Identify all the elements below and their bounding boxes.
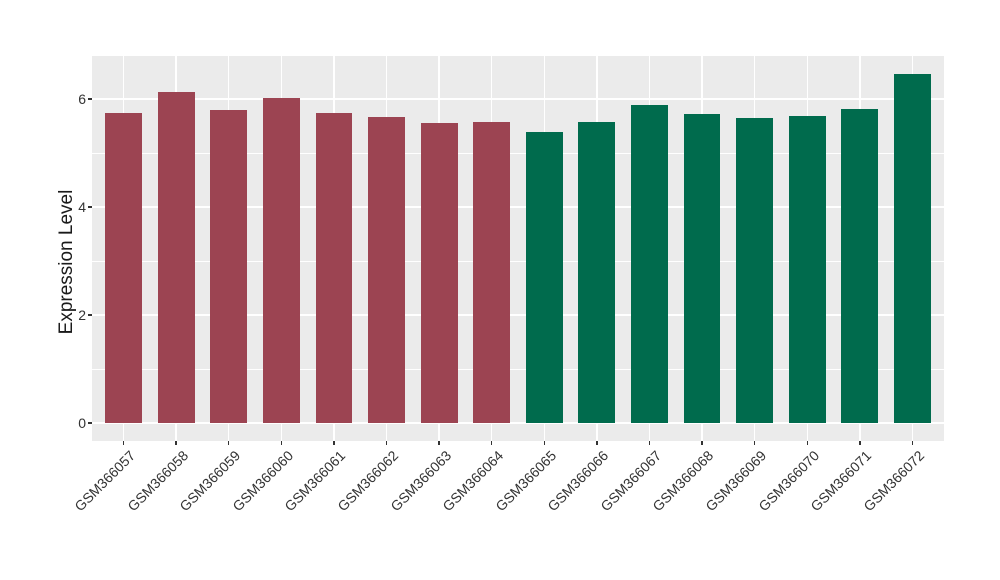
major-gridline xyxy=(92,422,944,424)
bar-GSM366059 xyxy=(210,109,248,423)
bar-GSM366064 xyxy=(473,122,511,423)
x-axis-tick xyxy=(596,441,598,445)
bar-GSM366070 xyxy=(788,115,826,423)
bar-GSM366065 xyxy=(525,131,563,423)
x-axis-tick xyxy=(175,441,177,445)
y-axis-tick xyxy=(88,422,92,424)
y-axis-tick xyxy=(88,98,92,100)
minor-gridline xyxy=(92,152,944,154)
x-axis-tick xyxy=(911,441,914,445)
plot-panel xyxy=(92,56,944,441)
x-axis-tick xyxy=(648,441,651,445)
bar-GSM366069 xyxy=(736,118,774,423)
bar-GSM366072 xyxy=(894,73,931,423)
bar-GSM366057 xyxy=(105,113,142,423)
x-axis-tick xyxy=(385,441,388,445)
x-axis-tick xyxy=(122,441,125,445)
minor-gridline xyxy=(92,260,944,262)
x-axis-tick xyxy=(753,441,756,445)
x-axis-tick xyxy=(806,441,808,445)
bar-GSM366068 xyxy=(683,114,721,423)
major-gridline xyxy=(92,98,944,100)
bar-GSM366063 xyxy=(420,122,458,423)
y-axis-tick-label: 0 xyxy=(78,415,86,431)
bar-GSM366060 xyxy=(262,97,300,423)
x-axis-tick xyxy=(859,441,861,445)
x-axis-tick xyxy=(543,441,546,445)
bar-GSM366067 xyxy=(631,104,668,423)
y-axis-tick xyxy=(88,206,92,208)
x-axis-tick xyxy=(280,441,283,445)
x-axis-tick xyxy=(701,441,703,445)
y-axis-tick xyxy=(88,314,92,316)
y-axis-tick-label: 2 xyxy=(78,307,86,323)
x-axis-tick xyxy=(227,441,230,445)
x-axis-tick xyxy=(490,441,493,445)
bar-GSM366071 xyxy=(841,109,879,423)
minor-gridline xyxy=(92,368,944,370)
y-axis-tick-label: 4 xyxy=(78,199,86,215)
y-axis-tick-label: 6 xyxy=(78,91,86,107)
x-axis-tick xyxy=(438,441,440,445)
major-gridline xyxy=(92,314,944,316)
bar-GSM366058 xyxy=(157,91,195,423)
bar-GSM366061 xyxy=(315,113,353,423)
x-axis-tick xyxy=(333,441,335,445)
bar-GSM366066 xyxy=(578,121,616,423)
y-axis-title: Expression Level xyxy=(56,189,77,335)
bar-GSM366062 xyxy=(368,116,405,423)
major-gridline xyxy=(92,206,944,208)
